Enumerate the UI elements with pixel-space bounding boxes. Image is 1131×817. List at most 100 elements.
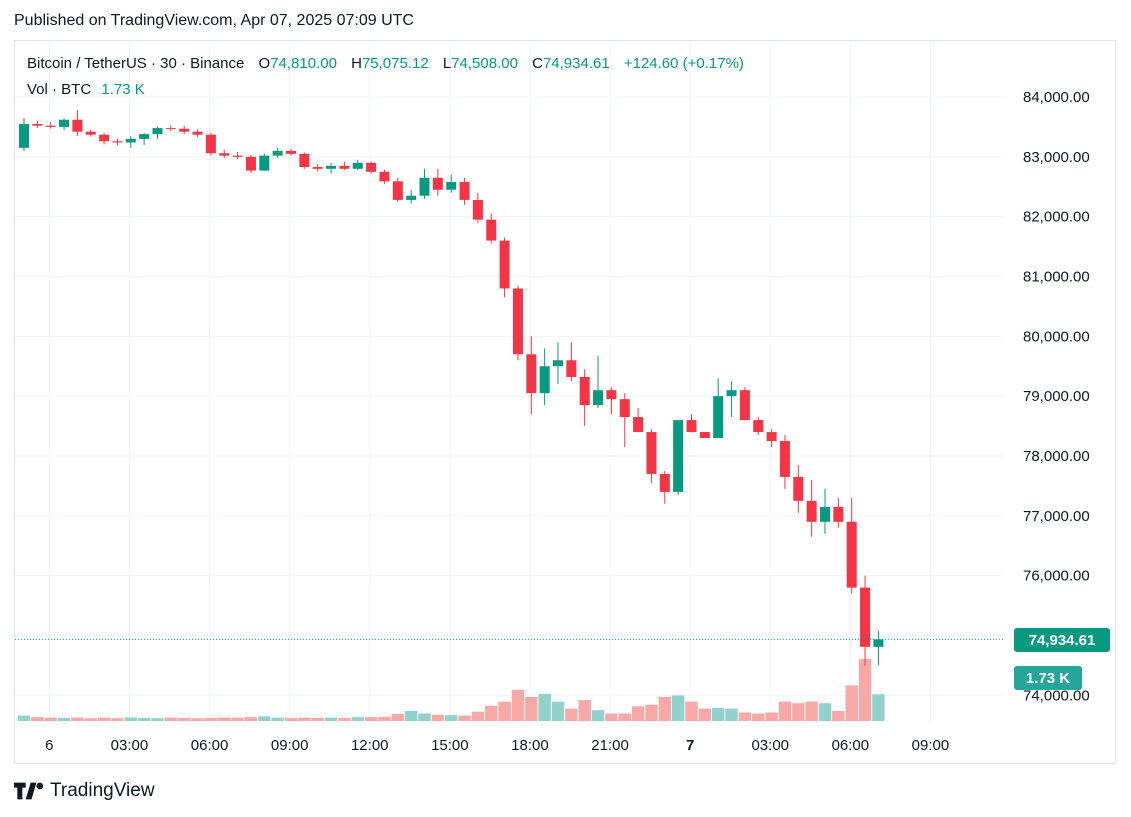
time-tick-label: 06:00 (832, 737, 870, 754)
candle-body (72, 119, 83, 132)
candle-body (472, 199, 483, 220)
volume-bar (591, 710, 605, 721)
candle-body (32, 123, 43, 126)
candle-body (406, 195, 417, 200)
candle-body (659, 473, 670, 492)
candle-body (699, 432, 710, 439)
volume-bar (71, 717, 84, 721)
price-tick-label: 81,000.00 (1023, 268, 1090, 285)
candle-body (59, 119, 70, 127)
volume-value: 1.73 K (101, 81, 145, 98)
chart-frame[interactable] (14, 40, 1116, 764)
candle-body (593, 390, 604, 406)
tradingview-logo[interactable]: TradingView (14, 780, 155, 802)
volume-bar (872, 694, 885, 721)
time-tick-label: 06:00 (191, 737, 229, 754)
candle-body (152, 128, 163, 135)
volume-bar (351, 717, 364, 721)
volume-bar (298, 717, 311, 721)
candle-body (205, 134, 216, 154)
candle-body (326, 165, 337, 169)
volume-bars (17, 659, 885, 721)
price-tick-label: 84,000.00 (1023, 89, 1090, 106)
volume-bar (765, 712, 778, 721)
volume-bar (818, 703, 832, 721)
candle-body (312, 167, 323, 169)
candle-body (779, 441, 790, 477)
candle-body (793, 476, 804, 501)
volume-bar (525, 696, 538, 721)
volume-bar (778, 701, 792, 721)
candle-body (566, 360, 577, 378)
candle-body (539, 366, 550, 394)
candle-body (673, 420, 684, 492)
time-tick-label: 21:00 (591, 737, 629, 754)
time-tick-label: 09:00 (271, 737, 309, 754)
volume-bar (738, 712, 752, 721)
candle-body (633, 417, 644, 433)
candle-body (85, 131, 96, 135)
volume-bar (191, 718, 204, 721)
candle-body (272, 150, 283, 156)
candle-body (753, 420, 764, 433)
symbol-name[interactable]: Bitcoin / TetherUS · 30 · Binance (27, 55, 245, 72)
volume-bar (845, 685, 858, 721)
price-tick-label: 76,000.00 (1023, 568, 1090, 585)
time-tick-label: 03:00 (751, 737, 789, 754)
price-axis[interactable]: 84,000.00 83,000.00 82,000.00 81,000.00 80,0… (1023, 89, 1090, 704)
candle-body (739, 390, 750, 421)
volume-bar (498, 701, 511, 721)
time-tick-label: 12:00 (351, 737, 389, 754)
volume-bar (832, 710, 845, 721)
candle-body (192, 131, 203, 135)
published-caption: Published on TradingView.com, Apr 07, 20… (14, 12, 414, 29)
volume-bar (378, 716, 391, 721)
volume-bar (698, 708, 712, 721)
time-tick-label: 6 (45, 737, 53, 754)
candle-body (339, 165, 350, 169)
candle-body (139, 134, 150, 139)
volume-bar (725, 708, 738, 721)
volume-bar (218, 717, 231, 721)
volume-bar (618, 713, 631, 721)
candle-body (499, 240, 510, 289)
time-tick-label: 09:00 (912, 737, 950, 754)
volume-label[interactable]: Vol · BTC (27, 81, 92, 98)
time-tick-label: 03:00 (111, 737, 149, 754)
volume-bar (151, 718, 164, 721)
time-tick-label: 7 (686, 737, 694, 754)
volume-bar (631, 706, 645, 721)
volume-bar (17, 715, 31, 721)
candle-body (232, 155, 243, 157)
last-price-tag: 74,934.61 (1014, 628, 1110, 652)
volume-bar (418, 713, 431, 721)
volume-bar (458, 715, 471, 721)
volume-bar (338, 717, 351, 721)
price-tick-label: 77,000.00 (1023, 508, 1090, 525)
candle-body (299, 153, 310, 168)
volume-bar (231, 717, 244, 721)
candle-body (873, 639, 884, 647)
candle-body (379, 171, 390, 182)
volume-bar (258, 716, 271, 721)
candle-body (352, 162, 363, 169)
tradingview-logo-icon (14, 782, 44, 800)
price-tick-label: 78,000.00 (1023, 448, 1090, 465)
volume-bar (511, 690, 525, 721)
volume-bar (111, 718, 124, 721)
volume-bar (445, 715, 458, 721)
volume-bar (31, 717, 44, 721)
volume-bar (685, 701, 698, 721)
candle-body (245, 156, 256, 171)
candle-body (486, 219, 497, 241)
volume-bar (485, 705, 498, 721)
volume-bar (605, 713, 618, 721)
price-tick-label: 83,000.00 (1023, 149, 1090, 166)
close-value: 74,934.61 (542, 55, 610, 72)
candle-body (432, 177, 443, 190)
candle-body (512, 288, 523, 355)
candle-body (419, 177, 430, 196)
volume-legend: Vol · BTC 1.73 K (27, 81, 145, 98)
time-axis[interactable]: 6 03:00 06:00 09:00 12:00 15:00 18:00 21:00 7 03:… (45, 737, 949, 754)
